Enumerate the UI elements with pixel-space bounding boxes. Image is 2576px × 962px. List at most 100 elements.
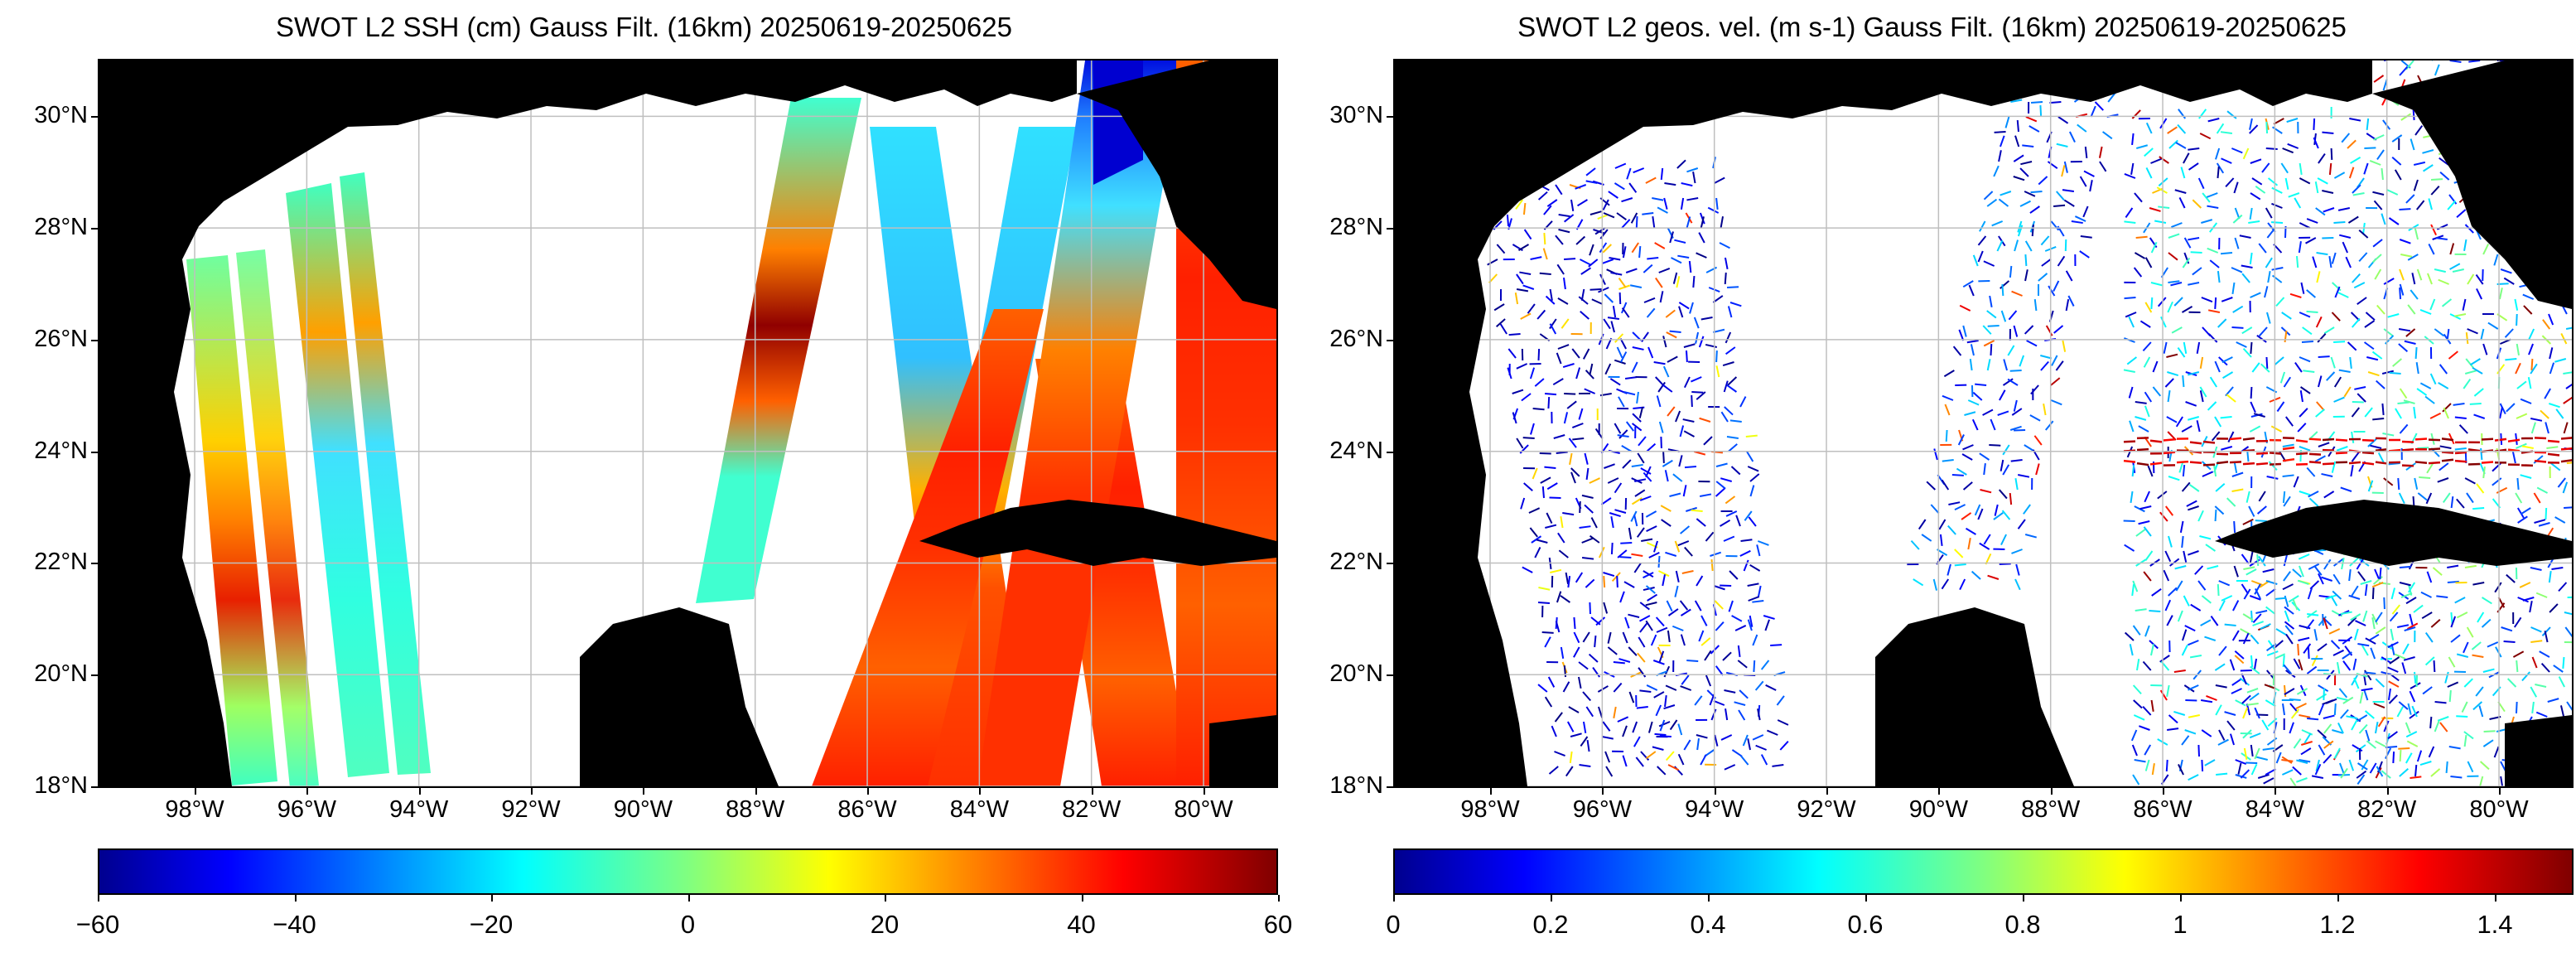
velocity-arrow <box>2480 447 2483 461</box>
velocity-arrow <box>1585 180 1598 184</box>
velocity-land-southeast <box>2505 715 2572 786</box>
velocity-arrow <box>1621 197 1633 203</box>
velocity-arrow <box>2437 716 2449 722</box>
velocity-arrow <box>2168 280 2180 283</box>
velocity-arrow <box>2001 510 2011 520</box>
velocity-arrow <box>2284 625 2294 636</box>
velocity-arrow <box>2281 756 2293 764</box>
velocity-arrow <box>2053 280 2060 292</box>
velocity-arrow <box>2458 424 2468 434</box>
velocity-arrow <box>2407 703 2412 715</box>
velocity-arrow <box>2430 224 2438 236</box>
velocity-arrow <box>1589 534 1600 544</box>
velocity-arrow <box>1621 307 1630 318</box>
velocity-arrow <box>1654 242 1666 249</box>
velocity-arrow <box>2063 161 2068 173</box>
velocity-arrow <box>2366 740 2377 749</box>
velocity-arrow <box>2150 241 2158 254</box>
velocity-arrow-strong <box>2295 452 2308 456</box>
velocity-arrow <box>2217 318 2227 328</box>
velocity-arrow <box>2243 566 2255 570</box>
velocity-arrow <box>2292 568 2302 578</box>
velocity-arrow <box>1584 452 1589 465</box>
velocity-arrow <box>1648 551 1660 558</box>
velocity-arrow <box>1614 423 1622 434</box>
colorbar-tick-label: 1.4 <box>2477 910 2513 939</box>
velocity-arrow <box>2464 564 2477 568</box>
velocity-arrow <box>2414 671 2417 684</box>
velocity-arrow <box>1581 557 1594 560</box>
velocity-arrow <box>2376 766 2384 777</box>
velocity-arrow <box>1760 754 1768 766</box>
velocity-arrow <box>1638 667 1647 678</box>
velocity-arrow <box>1653 691 1665 699</box>
velocity-arrow <box>2275 628 2287 636</box>
velocity-arrow-strong <box>2375 461 2388 465</box>
velocity-arrow <box>2429 716 2433 729</box>
velocity-arrow <box>2439 722 2448 732</box>
velocity-arrow <box>2284 606 2294 615</box>
velocity-arrow <box>2480 328 2485 341</box>
velocity-arrow <box>2357 571 2366 582</box>
velocity-arrow <box>2399 749 2402 762</box>
ssh-swath-8 <box>812 309 1044 786</box>
velocity-arrow <box>2280 162 2289 174</box>
velocity-arrow <box>1522 437 1535 439</box>
velocity-arrow <box>2234 237 2240 249</box>
velocity-arrow <box>2201 595 2212 604</box>
velocity-arrow-strong <box>2428 461 2441 465</box>
velocity-arrow <box>2225 177 2235 187</box>
velocity-arrow <box>2283 571 2291 582</box>
velocity-arrow <box>1630 510 1638 522</box>
velocity-arrow <box>2254 707 2260 719</box>
velocity-arrow <box>1715 197 1719 210</box>
velocity-arrow <box>2369 160 2381 166</box>
velocity-arrow-strong <box>2507 438 2521 442</box>
velocity-arrow <box>2283 376 2292 388</box>
velocity-arrow <box>2520 398 2532 404</box>
velocity-arrow <box>2234 650 2245 660</box>
velocity-arrow <box>2274 356 2284 365</box>
velocity-arrow <box>1604 293 1614 303</box>
velocity-arrow <box>1638 406 1644 418</box>
velocity-arrow <box>2300 747 2312 756</box>
velocity-arrow <box>2175 142 2187 149</box>
velocity-arrow <box>2381 370 2395 375</box>
velocity-arrow <box>1692 275 1696 288</box>
velocity-arrow <box>1512 389 1524 394</box>
velocity-arrow <box>2256 334 2267 343</box>
velocity-arrow <box>1991 220 2004 227</box>
velocity-arrow <box>2530 363 2538 375</box>
velocity-arrow <box>2355 620 2366 626</box>
velocity-arrow <box>1515 199 1524 210</box>
velocity-arrow <box>1678 455 1683 467</box>
velocity-arrow <box>1571 423 1584 429</box>
velocity-arrow <box>1642 212 1654 215</box>
velocity-arrow <box>2026 340 2038 347</box>
velocity-arrow <box>2057 116 2069 124</box>
velocity-arrow <box>2562 656 2565 670</box>
velocity-arrow <box>1614 333 1624 343</box>
longitude-label: 86°W <box>2133 796 2192 823</box>
velocity-arrow <box>1661 519 1672 527</box>
velocity-arrow <box>2299 446 2311 452</box>
velocity-arrow <box>2043 404 2047 416</box>
velocity-arrow <box>2265 207 2273 219</box>
velocity-arrow-strong <box>2361 438 2375 442</box>
velocity-arrow <box>2445 761 2448 774</box>
velocity-arrow <box>2512 650 2525 658</box>
velocity-arrow <box>2403 399 2415 404</box>
velocity-arrow <box>2188 684 2199 691</box>
velocity-arrow <box>2323 688 2325 701</box>
velocity-arrow <box>1725 708 1729 721</box>
velocity-arrow <box>2357 297 2367 306</box>
velocity-arrow <box>2318 573 2324 585</box>
velocity-arrow <box>2207 565 2219 570</box>
velocity-arrow <box>2323 754 2332 764</box>
velocity-arrow <box>2283 664 2292 674</box>
velocity-arrow <box>1752 734 1764 741</box>
velocity-arrow <box>2303 732 2312 744</box>
velocity-arrow <box>2399 239 2411 244</box>
velocity-arrow <box>2410 138 2415 151</box>
velocity-arrow <box>2398 747 2410 750</box>
